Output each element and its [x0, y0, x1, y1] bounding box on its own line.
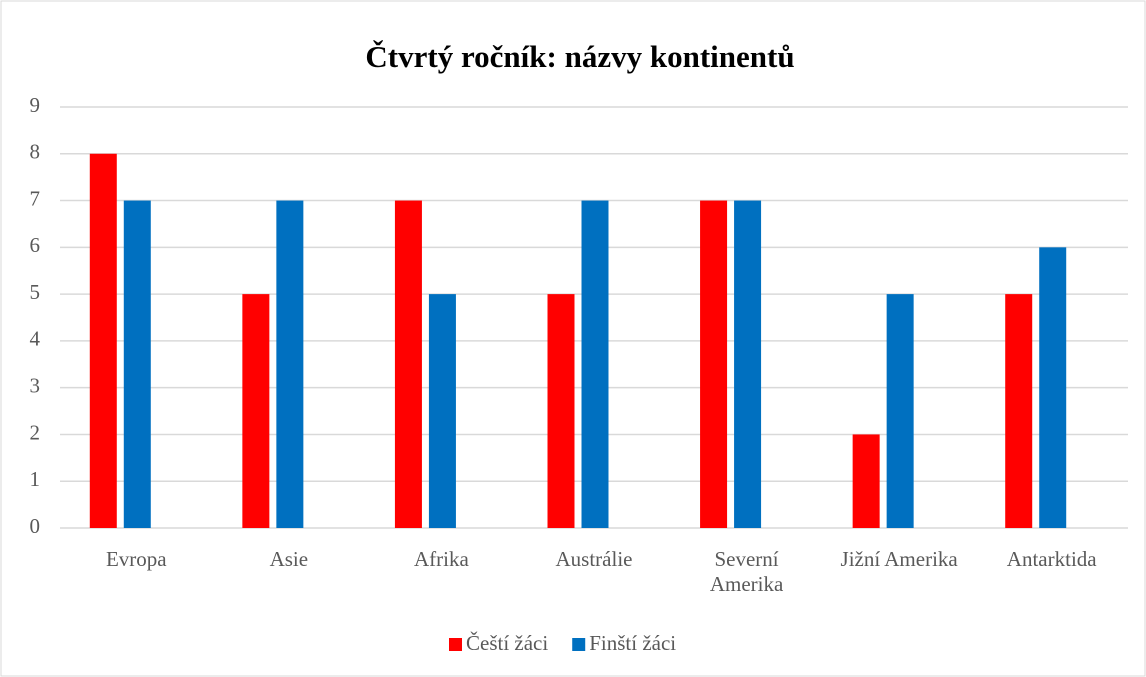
- bar: [581, 200, 609, 529]
- x-tick-label: Asie: [269, 547, 309, 571]
- y-tick-label: 6: [30, 233, 41, 257]
- bar: [1039, 247, 1067, 529]
- bar: [394, 200, 422, 529]
- y-tick-label: 3: [30, 373, 41, 397]
- y-tick-label: 7: [30, 186, 41, 210]
- x-tick-label: Afrika: [414, 547, 469, 571]
- chart-title: Čtvrtý ročník: názvy kontinentů: [365, 39, 794, 74]
- bar: [852, 434, 880, 528]
- y-tick-label: 2: [30, 420, 41, 444]
- bar: [428, 294, 456, 528]
- bar: [547, 294, 575, 528]
- x-tick-label: Evropa: [105, 547, 167, 571]
- legend-swatch: [449, 638, 462, 651]
- legend-swatch: [572, 638, 586, 651]
- y-tick-label: 1: [30, 467, 41, 491]
- x-tick-label: Austrálie: [555, 547, 633, 571]
- bar: [1005, 294, 1033, 528]
- y-tick-label: 9: [30, 93, 41, 117]
- legend-label: Čeští žáci: [466, 631, 548, 655]
- bar: [734, 200, 762, 529]
- y-tick-label: 0: [30, 514, 41, 538]
- bar: [89, 153, 117, 528]
- x-tick-label: Severní Amerika: [709, 547, 784, 596]
- x-tick-label: Antarktida: [1006, 547, 1097, 571]
- y-tick-label: 8: [30, 140, 41, 164]
- bar: [123, 200, 151, 529]
- y-tick-label: 4: [30, 327, 41, 351]
- bar: [700, 200, 728, 529]
- y-tick-label: 5: [30, 280, 41, 304]
- bar: [242, 294, 270, 528]
- x-tick-label: Jižní Amerika: [840, 547, 958, 571]
- bar: [276, 200, 304, 529]
- bar: [886, 294, 914, 528]
- legend-label: Finští žáci: [589, 631, 676, 655]
